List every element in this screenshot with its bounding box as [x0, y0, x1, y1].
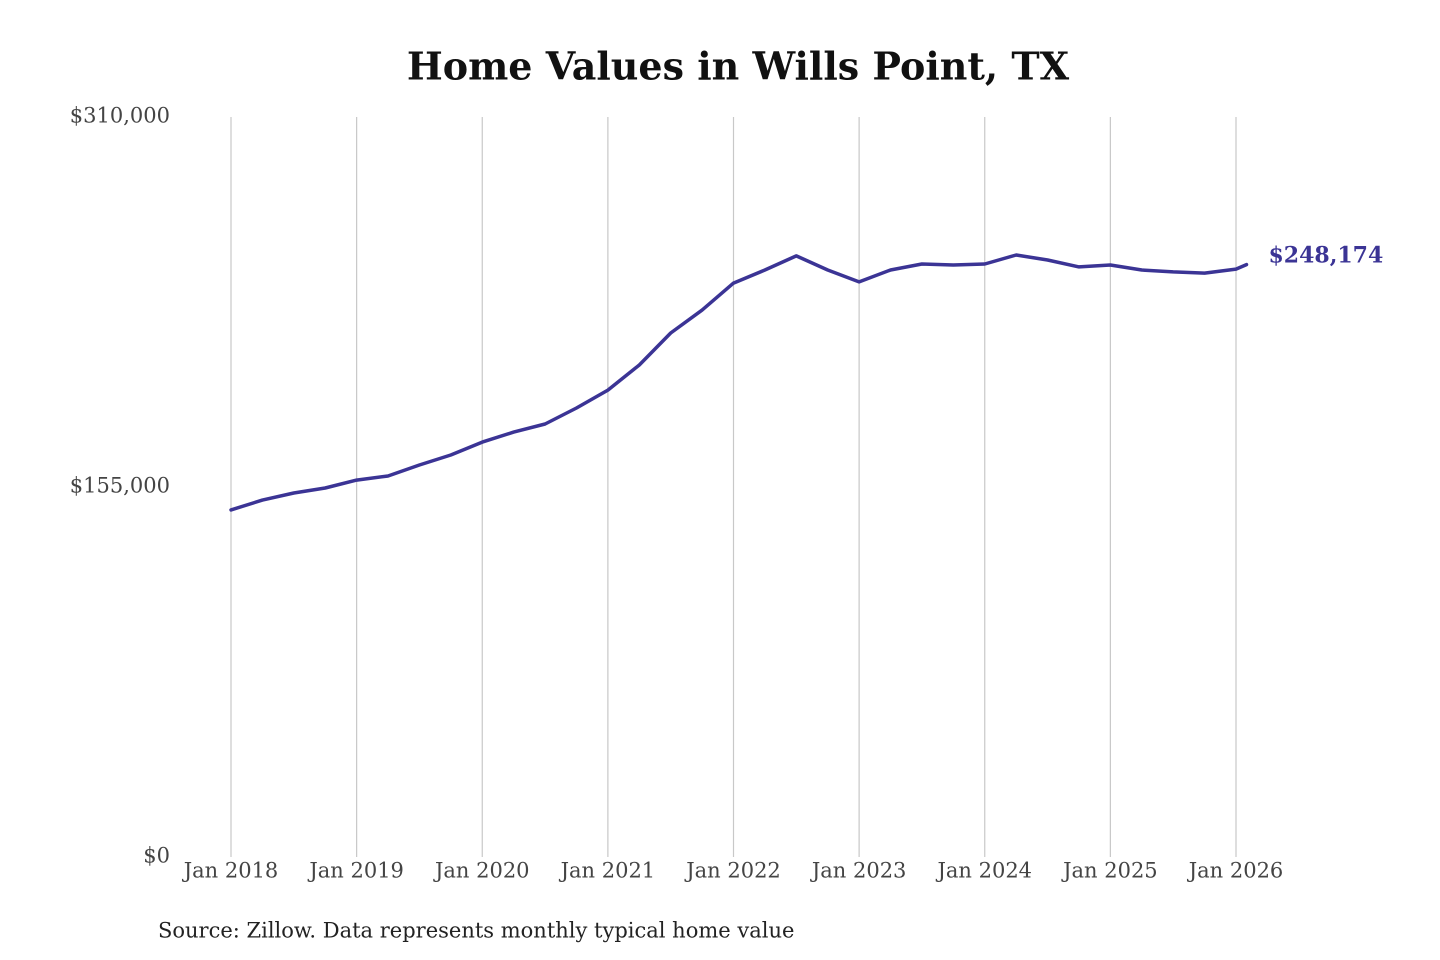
x-tick-label: Jan 2020: [433, 859, 530, 883]
y-tick-label: $0: [143, 844, 170, 868]
chart-title: Home Values in Wills Point, TX: [407, 44, 1070, 89]
source-note: Source: Zillow. Data represents monthly …: [158, 919, 794, 943]
data-label: $248,174: [1268, 243, 1383, 269]
line-series: [229, 253, 1249, 512]
y-tick-label: $310,000: [70, 104, 170, 128]
x-tick-label: Jan 2023: [810, 859, 907, 883]
x-tick-label: Jan 2025: [1061, 859, 1158, 883]
x-tick-label: Jan 2022: [684, 859, 781, 883]
x-tick-label: Jan 2021: [559, 859, 656, 883]
x-tick-label: Jan 2024: [935, 859, 1032, 883]
x-tick-label: Jan 2026: [1187, 859, 1284, 883]
y-tick-label: $155,000: [70, 474, 170, 498]
x-tick-label: Jan 2019: [307, 859, 404, 883]
x-tick-label: Jan 2018: [182, 859, 279, 883]
